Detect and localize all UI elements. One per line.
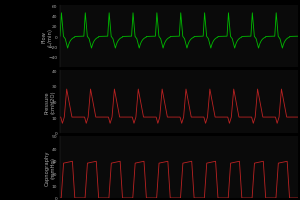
Y-axis label: Pressure
(cmH2O): Pressure (cmH2O) (45, 90, 56, 114)
Y-axis label: Flow
(L/min): Flow (L/min) (41, 28, 52, 46)
Y-axis label: Capnography
(mmHg): Capnography (mmHg) (45, 149, 56, 185)
